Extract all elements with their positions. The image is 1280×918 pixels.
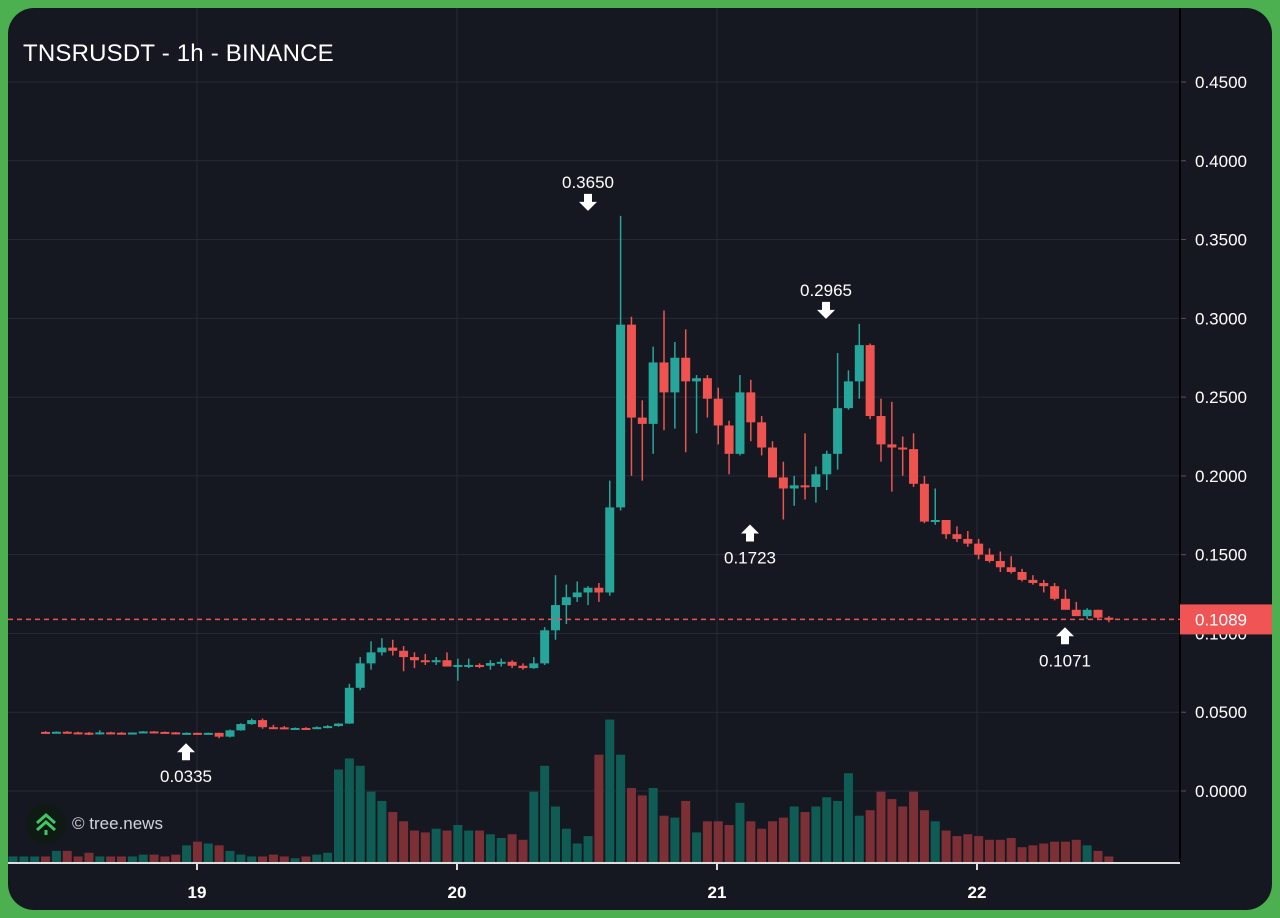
extreme-annotation: 0.0335 xyxy=(160,743,212,786)
arrow-down-icon xyxy=(579,193,597,211)
svg-text:0.3650: 0.3650 xyxy=(562,173,614,192)
price-axis-label: 0.4000 xyxy=(1195,152,1247,171)
price-axis-label: 0.3500 xyxy=(1195,231,1247,250)
extreme-annotation: 0.3650 xyxy=(562,173,614,211)
svg-text:0.1071: 0.1071 xyxy=(1039,651,1091,670)
time-axis-label: 21 xyxy=(708,883,727,902)
time-axis-label: 19 xyxy=(188,883,207,902)
last-price-tag xyxy=(1180,604,1272,635)
price-axis-label: 0.2500 xyxy=(1195,388,1247,407)
chart-frame: 0.4500 0.4000 0.3500 0.3000 0.2500 0.2000 0.15… xyxy=(8,8,1272,910)
time-axis-label: 22 xyxy=(968,883,987,902)
price-axis-label: 0.3000 xyxy=(1195,309,1247,328)
time-axis-label: 20 xyxy=(448,883,467,902)
volume-bars xyxy=(8,719,1114,862)
candlestick-chart[interactable]: 0.4500 0.4000 0.3500 0.3000 0.2500 0.2000 0.15… xyxy=(8,8,1272,910)
arrow-up-icon xyxy=(741,524,759,542)
extreme-annotation: 0.1723 xyxy=(724,524,776,568)
candles xyxy=(41,215,1114,739)
price-axis-label: 0.0500 xyxy=(1195,703,1247,722)
chart-title: TNSRUSDT - 1h - BINANCE xyxy=(23,40,334,67)
extreme-annotation: 0.1071 xyxy=(1039,627,1091,670)
watermark-text: © tree.news xyxy=(72,814,163,833)
arrow-up-icon xyxy=(177,743,195,761)
price-axis-label: 0.2000 xyxy=(1195,467,1247,486)
price-axis-label: 0.0000 xyxy=(1195,782,1247,801)
last-price-label: 0.1089 xyxy=(1195,610,1247,629)
price-axis-label: 0.4500 xyxy=(1195,73,1247,92)
arrow-up-icon xyxy=(1056,627,1074,645)
price-axis-label: 0.1500 xyxy=(1195,546,1247,565)
tree-logo-icon xyxy=(26,804,66,844)
extreme-annotation: 0.2965 xyxy=(800,281,852,319)
watermark: © tree.news xyxy=(26,804,163,844)
svg-text:0.2965: 0.2965 xyxy=(800,281,852,300)
svg-text:0.0335: 0.0335 xyxy=(160,767,212,786)
arrow-down-icon xyxy=(817,301,835,319)
svg-text:0.1723: 0.1723 xyxy=(724,549,776,568)
